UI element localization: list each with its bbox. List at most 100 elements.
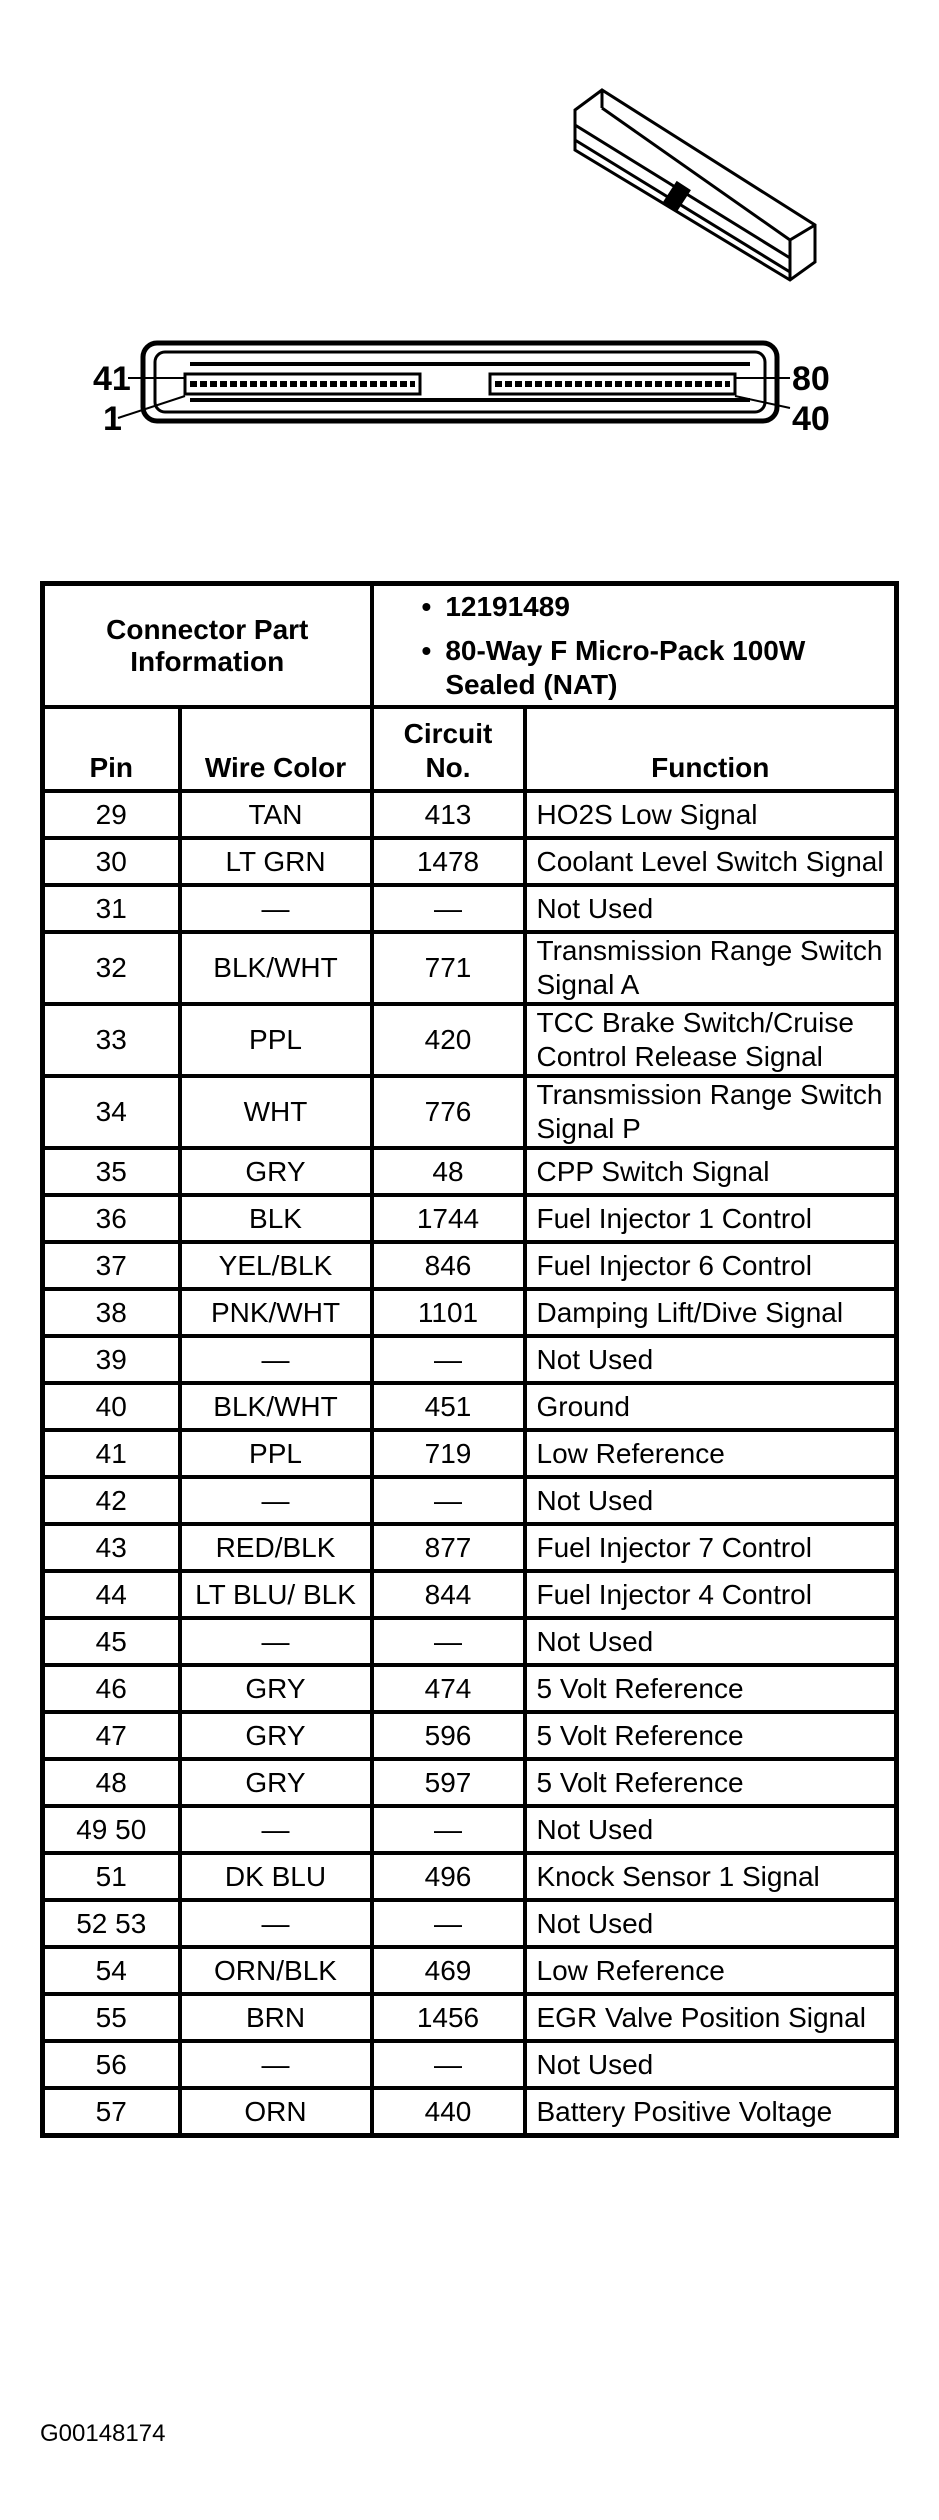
connector-perspective-view [573,88,817,282]
wire-color-cell: RED/BLK [177,1522,374,1573]
wire-color-cell: — [177,1334,374,1385]
wire-color-cell: WHT [177,1074,374,1150]
pin-label-40: 40 [792,400,830,438]
table-row: 33 PPL 420 TCC Brake Switch/Cruise Control … [40,1002,899,1078]
function-cell: 5 Volt Reference [522,1710,899,1761]
wire-color-cell: PPL [177,1002,374,1078]
table-row: 54 ORN/BLK 469 Low Reference [40,1945,899,1996]
connector-description: 80-Way F Micro-Pack 100W Sealed (NAT) [445,635,806,700]
table-row: 35 GRY 48 CPP Switch Signal [40,1146,899,1197]
bullet: • [421,635,432,666]
figure-code: G00148174 [40,2420,166,2447]
column-header-circuit: Circuit No. [369,705,527,793]
table-row: 51 DK BLU 496 Knock Sensor 1 Signal [40,1851,899,1902]
table-row: 40 BLK/WHT 451 Ground [40,1381,899,1432]
circuit-cell: — [369,883,527,934]
function-cell: Low Reference [522,1945,899,1996]
circuit-cell: — [369,1616,527,1667]
circuit-cell: 846 [369,1240,527,1291]
pin-cell: 43 [40,1522,182,1573]
function-cell: 5 Volt Reference [522,1663,899,1714]
wire-color-cell: GRY [177,1663,374,1714]
column-header-row: Pin Wire Color Circuit No. Function [40,705,899,793]
circuit-cell: — [369,1898,527,1949]
function-cell: Ground [522,1381,899,1432]
pin-cell: 40 [40,1381,182,1432]
function-cell: Coolant Level Switch Signal [522,836,899,887]
table-row: 44 LT BLU/ BLK 844 Fuel Injector 4 Control [40,1569,899,1620]
pin-cell: 38 [40,1287,182,1338]
wire-color-cell: — [177,883,374,934]
pin-cell: 57 [40,2086,182,2138]
wire-color-cell: GRY [177,1757,374,1808]
wire-color-cell: — [177,2039,374,2090]
function-cell: Low Reference [522,1428,899,1479]
table-row: 46 GRY 474 5 Volt Reference [40,1663,899,1714]
table-row: 52 53— — Not Used [40,1898,899,1949]
wire-color-cell: — [177,1475,374,1526]
table-row: 56— — Not Used [40,2039,899,2090]
function-cell: Knock Sensor 1 Signal [522,1851,899,1902]
pin-cell: 29 [40,789,182,840]
circuit-cell: — [369,1804,527,1855]
circuit-cell: 719 [369,1428,527,1479]
pin-cell: 49 50 [40,1804,182,1855]
pin-label-41: 41 [93,360,131,398]
circuit-cell: 1456 [369,1992,527,2043]
table-row: 43 RED/BLK 877 Fuel Injector 7 Control [40,1522,899,1573]
circuit-cell: — [369,2039,527,2090]
circuit-cell: 469 [369,1945,527,1996]
function-cell: EGR Valve Position Signal [522,1992,899,2043]
wire-color-cell: BRN [177,1992,374,2043]
table-row: 31— — Not Used [40,883,899,934]
wire-color-cell: — [177,1616,374,1667]
table-row: 38 PNK/WHT 1101 Damping Lift/Dive Signal [40,1287,899,1338]
function-cell: Battery Positive Voltage [522,2086,899,2138]
table-row: 32 BLK/WHT 771 Transmission Range Switch Si… [40,930,899,1006]
function-cell: Fuel Injector 7 Control [522,1522,899,1573]
pin-cell: 35 [40,1146,182,1197]
circuit-cell: 413 [369,789,527,840]
function-cell: HO2S Low Signal [522,789,899,840]
circuit-cell: 1744 [369,1193,527,1244]
function-cell: Damping Lift/Dive Signal [522,1287,899,1338]
circuit-cell: 474 [369,1663,527,1714]
connector-face-view [117,340,791,424]
pin-cell: 44 [40,1569,182,1620]
table-row: 30 LT GRN 1478 Coolant Level Switch Signal [40,836,899,887]
pin-cell: 41 [40,1428,182,1479]
table-row: 57 ORN 440 Battery Positive Voltage [40,2086,899,2138]
wire-color-cell: PPL [177,1428,374,1479]
bullet: • [421,591,432,622]
pin-cell: 48 [40,1757,182,1808]
wire-color-cell: ORN/BLK [177,1945,374,1996]
pin-cell: 30 [40,836,182,887]
circuit-cell: — [369,1475,527,1526]
connector-info-label: Connector Part Information [40,581,374,709]
function-cell: Not Used [522,1898,899,1949]
table-row: 29 TAN 413 HO2S Low Signal [40,789,899,840]
wire-color-cell: TAN [177,789,374,840]
pin-cell: 51 [40,1851,182,1902]
pin-cell: 55 [40,1992,182,2043]
connector-illustration [117,88,817,424]
wire-color-cell: BLK/WHT [177,930,374,1006]
connector-info-values: • 12191489 • 80-Way F Micro-Pack 100W Seal… [369,581,899,709]
pin-cell: 34 [40,1074,182,1150]
column-header-pin: Pin [40,705,182,793]
wire-color-cell: GRY [177,1146,374,1197]
pin-cell: 54 [40,1945,182,1996]
pin-cell: 32 [40,930,182,1006]
column-header-function: Function [522,705,899,793]
function-cell: Transmission Range Switch Signal P [522,1074,899,1150]
table-row: 49 50— — Not Used [40,1804,899,1855]
table-row: 48 GRY 597 5 Volt Reference [40,1757,899,1808]
part-number: 12191489 [445,591,570,622]
function-cell: CPP Switch Signal [522,1146,899,1197]
circuit-cell: — [369,1334,527,1385]
function-cell: Transmission Range Switch Signal A [522,930,899,1006]
function-cell: Fuel Injector 6 Control [522,1240,899,1291]
pin-cell: 31 [40,883,182,934]
function-cell: Not Used [522,1475,899,1526]
circuit-cell: 440 [369,2086,527,2138]
